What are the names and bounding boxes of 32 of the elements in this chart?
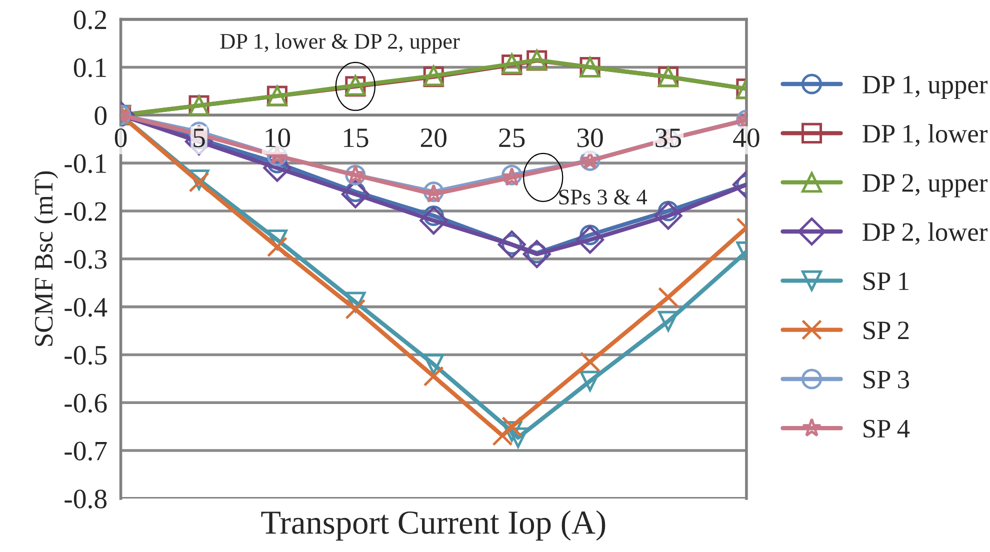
x-tick-label: 35 [656,128,682,148]
legend-label: DP 1, lower [862,124,988,146]
annotation: SPs 3 & 4 [559,190,647,205]
y-tick-label: -0.3 [64,250,106,269]
y-tick-label: -0.5 [64,346,106,365]
y-tick-label: 0 [94,106,107,126]
x-tick-label: 0 [114,128,127,148]
x-tick-label: 40 [733,128,760,148]
x-tick-label: 10 [266,128,290,148]
x-tick-label: 15 [344,128,368,148]
y-tick-label: -0.8 [64,490,107,508]
x-axis-title: Transport Current Iop (A) [261,510,606,541]
y-tick-label: -0.1 [64,154,106,174]
legend-label: SP 4 [864,420,910,438]
legend-label: SP 1 [864,272,908,290]
legend-label: DP 1, upper [862,76,988,99]
y-tick-label: -0.4 [64,298,108,317]
annotation: DP 1, lower & DP 2, upper [220,33,460,54]
x-tick-label: 20 [420,128,446,148]
x-tick-label: 30 [577,128,603,148]
y-axis-title: SCMF Bsc (mT) [34,171,58,346]
x-tick-label: 25 [499,128,525,148]
legend-label: SP 3 [864,370,910,388]
legend-label: DP 2, lower [862,222,988,245]
y-tick-label: 0.2 [74,10,106,30]
y-tick-label: -0.2 [64,202,106,222]
legend-label: SP 2 [864,322,909,340]
y-tick-label: -0.6 [64,394,107,413]
x-tick-label: 5 [194,128,205,148]
y-tick-label: -0.7 [64,442,107,461]
y-tick-label: 0.1 [74,58,106,78]
legend-label: DP 2, upper [862,174,988,198]
